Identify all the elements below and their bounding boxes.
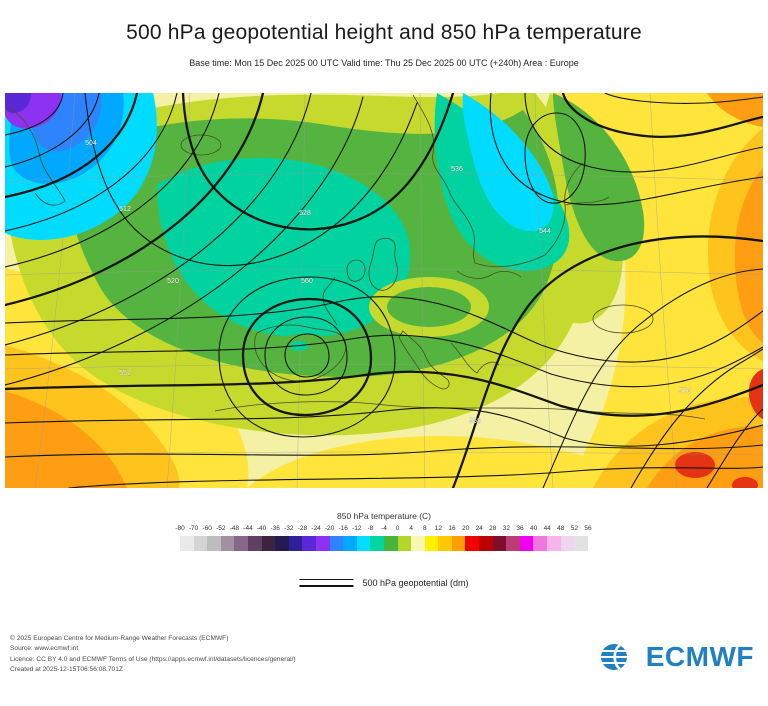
colorbar-cell	[533, 536, 548, 551]
colorbar-tick: 28	[489, 525, 497, 532]
colorbar-tick: 4	[409, 525, 413, 532]
contour-label: 544	[539, 228, 551, 235]
contour-label: 528	[299, 210, 311, 217]
colorbar-cell	[506, 536, 520, 551]
colorbar-tick: -70	[188, 525, 199, 532]
colorbar-tick: -36	[270, 525, 280, 532]
colorbar-tick: 56	[584, 525, 592, 532]
attribution-text: © 2025 European Centre for Medium-Range …	[10, 634, 296, 676]
contour-label: 568	[469, 418, 481, 425]
contour-label: 504	[85, 140, 97, 147]
colorbar-cell	[574, 536, 588, 551]
colorbar-tick: 52	[570, 525, 579, 532]
colorbar-tick: 44	[543, 525, 551, 532]
colorbar-cell	[234, 536, 248, 551]
weather-map-canvas: 504 512 520 528 536 544 552 560 568 576	[5, 93, 763, 488]
colorbar-tick: -8	[367, 525, 374, 532]
colorbar-tick: 20	[461, 525, 470, 532]
colorbar-cell	[547, 536, 561, 551]
colorbar-tick: 16	[448, 525, 456, 532]
colorbar-tick: -44	[243, 525, 253, 532]
weather-map: 504 512 520 528 536 544 552 560 568 576	[5, 93, 763, 488]
colorbar-tick: 36	[516, 525, 524, 532]
colorbar-cell	[411, 536, 425, 551]
created-line: Created at 2025-12-15T06:56:08.701Z	[10, 666, 123, 674]
colorbar-tick: -4	[381, 525, 387, 532]
colorbar-tick: 0	[395, 525, 400, 532]
colorbar-cell	[560, 536, 575, 551]
colorbar-cell	[370, 536, 384, 551]
colorbar-cell	[519, 536, 534, 551]
colorbar-tick: -24	[311, 525, 321, 532]
copyright-line: © 2025 European Centre for Medium-Range …	[10, 634, 229, 642]
colorbar-tick: -12	[352, 525, 362, 532]
colorbar-cell	[207, 536, 221, 551]
contour-label: 512	[119, 206, 131, 213]
source-line: Source: www.ecmwf.int	[10, 645, 79, 653]
colorbar-tick: -32	[284, 525, 294, 532]
colorbar-cell	[315, 536, 330, 551]
temperature-legend-title: 850 hPa temperature (C)	[336, 511, 432, 521]
colorbar-tick: -60	[202, 525, 212, 532]
colorbar-cell	[343, 536, 357, 551]
geopotential-legend-label: 500 hPa geopotential (dm)	[362, 578, 469, 588]
colorbar-tick: -80	[175, 525, 185, 532]
geopotential-line-sample	[299, 579, 354, 587]
temperature-legend: 850 hPa temperature (C) -80 -70 -60 -52 -48-…	[164, 511, 604, 551]
colorbar-tick: -20	[324, 525, 335, 532]
colorbar-cell	[288, 536, 303, 551]
colorbar-tick: -52	[216, 525, 226, 532]
colorbar-tick: 24	[475, 525, 483, 532]
colorbar-cell	[438, 536, 452, 551]
contour-label: 536	[451, 166, 463, 173]
licence-line: Licence: CC BY 4.0 and ECMWF Terms of Us…	[10, 655, 296, 663]
colorbar-cell	[180, 536, 194, 551]
ecmwf-logo: ECMWF	[599, 641, 754, 673]
temperature-colorbar	[180, 536, 588, 551]
colorbar-cell	[356, 536, 371, 551]
colorbar-cell	[465, 536, 480, 551]
page-title: 500 hPa geopotential height and 850 hPa …	[126, 21, 642, 44]
colorbar-cell	[193, 536, 208, 551]
colorbar-tick: 48	[557, 525, 565, 532]
colorbar-tick: -40	[256, 525, 267, 532]
contour-label: 560	[301, 278, 313, 285]
temperature-ticks: -80 -70 -60 -52 -48 -44 -40 -36 -32 -28 -24 -20 -16-…	[175, 525, 592, 534]
colorbar-cell	[492, 536, 507, 551]
colorbar-tick: 32	[502, 525, 511, 532]
ecmwf-logo-icon	[599, 643, 628, 671]
colorbar-tick: 8	[422, 525, 427, 532]
colorbar-cell	[479, 536, 493, 551]
colorbar-cell	[302, 536, 316, 551]
colorbar-tick: -28	[297, 525, 308, 532]
contour-label: 520	[167, 278, 179, 285]
colorbar-cell	[383, 536, 398, 551]
ecmwf-logo-text: ECMWF	[645, 641, 754, 672]
colorbar-cell	[261, 536, 276, 551]
colorbar-cell	[220, 536, 235, 551]
colorbar-tick: 12	[434, 525, 443, 532]
colorbar-tick: -48	[229, 525, 240, 532]
colorbar-cell	[247, 536, 262, 551]
base-valid-time: Base time: Mon 15 Dec 2025 00 UTC Valid …	[189, 58, 579, 68]
colorbar-cell	[424, 536, 439, 551]
contour-label: 576	[679, 388, 691, 395]
colorbar-cell	[329, 536, 344, 551]
geopotential-legend: 500 hPa geopotential (dm)	[299, 578, 469, 588]
colorbar-tick: -16	[338, 525, 348, 532]
colorbar-tick: 40	[529, 525, 538, 532]
colorbar-cell	[275, 536, 289, 551]
contour-label: 552	[119, 370, 131, 377]
colorbar-cell	[451, 536, 466, 551]
colorbar-cell	[397, 536, 412, 551]
